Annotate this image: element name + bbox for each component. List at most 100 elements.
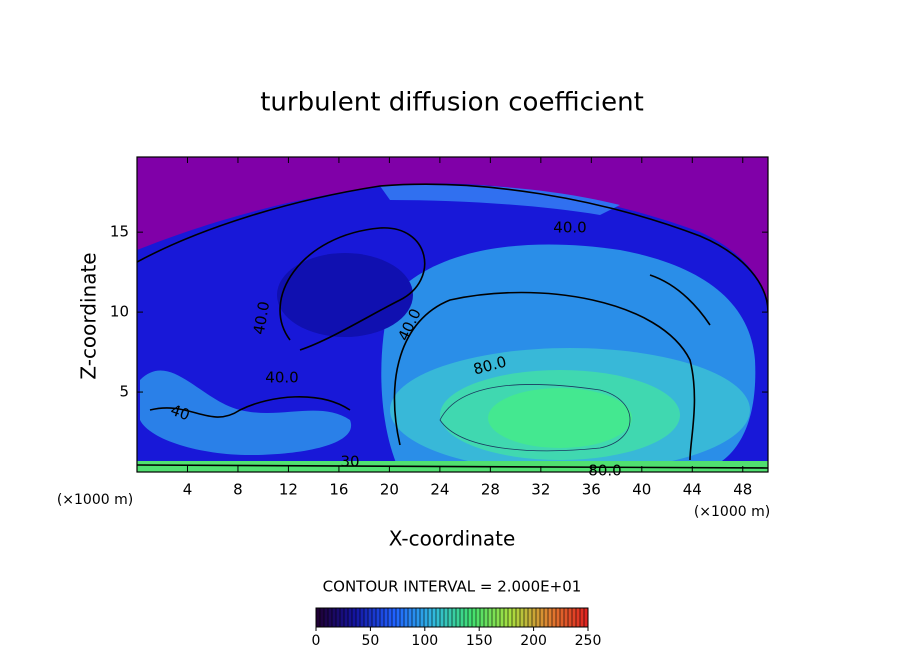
colorbar-swatch xyxy=(572,608,576,627)
contour-label: 40 xyxy=(168,401,192,424)
contour-line xyxy=(439,384,631,452)
colorbar-swatch xyxy=(516,608,520,627)
colorbar-swatch xyxy=(456,608,460,627)
colorbar-swatch xyxy=(472,608,476,627)
x-tick-label: 24 xyxy=(430,481,449,499)
colorbar-swatch xyxy=(416,608,420,627)
colorbar-swatch xyxy=(432,608,436,627)
contour-label: 40.0 xyxy=(553,219,586,237)
field-region xyxy=(380,184,620,215)
colorbar-swatch xyxy=(464,608,468,627)
colorbar-swatch xyxy=(380,608,384,627)
colorbar-swatch xyxy=(460,608,464,627)
colorbar-swatch xyxy=(480,608,484,627)
colorbar-tick-label: 200 xyxy=(520,633,547,649)
plot-frame xyxy=(136,156,769,473)
contour-line xyxy=(649,274,711,326)
x-tick-label: 48 xyxy=(733,481,752,499)
colorbar-swatch xyxy=(476,608,480,627)
colorbar-swatch xyxy=(352,608,356,627)
contour-line xyxy=(149,396,351,418)
colorbar-swatch xyxy=(548,608,552,627)
colorbar-swatch xyxy=(404,608,408,627)
x-tick-label: 32 xyxy=(531,481,550,499)
colorbar-swatch xyxy=(360,608,364,627)
colorbar-swatch xyxy=(580,608,584,627)
field-region xyxy=(140,370,352,455)
y-tick-label: 5 xyxy=(119,383,129,401)
field-region xyxy=(488,388,632,448)
colorbar-swatch xyxy=(428,608,432,627)
colorbar-swatch xyxy=(524,608,528,627)
contour-label: 80.0 xyxy=(588,462,621,480)
colorbar-swatch xyxy=(468,608,472,627)
colorbar-tick-label: 0 xyxy=(312,633,321,649)
colorbar-swatch xyxy=(504,608,508,627)
colorbar-swatch xyxy=(336,608,340,627)
x-tick-label: 4 xyxy=(183,481,193,499)
colorbar-swatch xyxy=(396,608,400,627)
colorbar-swatch xyxy=(400,608,404,627)
colorbar-swatch xyxy=(440,608,444,627)
y-tick-label: 15 xyxy=(110,223,129,241)
y-tick-label: 10 xyxy=(110,303,129,321)
colorbar-swatch xyxy=(528,608,532,627)
x-unit-label: (×1000 m) xyxy=(694,504,770,520)
colorbar-swatch xyxy=(584,608,588,627)
x-tick-label: 36 xyxy=(582,481,601,499)
colorbar-swatch xyxy=(444,608,448,627)
colorbar-swatch xyxy=(512,608,516,627)
colorbar-swatch xyxy=(344,608,348,627)
colorbar-swatch xyxy=(356,608,360,627)
colorbar-swatch xyxy=(316,608,320,627)
colorbar-swatch xyxy=(372,608,376,627)
contour-label: 30 xyxy=(340,453,359,471)
colorbar-swatch xyxy=(436,608,440,627)
colorbar-swatch xyxy=(420,608,424,627)
x-tick-label: 16 xyxy=(329,481,348,499)
colorbar-swatch xyxy=(392,608,396,627)
colorbar-tick-label: 100 xyxy=(411,633,438,649)
colorbar-frame xyxy=(315,607,589,628)
colorbar-swatch xyxy=(560,608,564,627)
x-tick-label: 44 xyxy=(683,481,702,499)
colorbar-swatch xyxy=(484,608,488,627)
colorbar-swatch xyxy=(532,608,536,627)
y-unit-label: (×1000 m) xyxy=(57,492,133,508)
contour-line xyxy=(393,291,696,461)
colorbar-swatch xyxy=(492,608,496,627)
colorbar-swatch xyxy=(368,608,372,627)
colorbar-swatch xyxy=(340,608,344,627)
colorbar-swatch xyxy=(544,608,548,627)
colorbar-swatch xyxy=(408,608,412,627)
colorbar-swatch xyxy=(564,608,568,627)
colorbar-swatch xyxy=(448,608,452,627)
colorbar-swatch xyxy=(388,608,392,627)
colorbar-swatch xyxy=(496,608,500,627)
contour-field xyxy=(137,157,768,472)
colorbar-swatch xyxy=(576,608,580,627)
contour-line xyxy=(137,464,768,469)
colorbar-tick-label: 250 xyxy=(575,633,602,649)
contour-interval: CONTOUR INTERVAL = 2.000E+01 xyxy=(323,578,582,596)
colorbar-swatch xyxy=(348,608,352,627)
colorbar-swatch xyxy=(508,608,512,627)
y-axis-label: Z-coordinate xyxy=(77,252,101,379)
contour-line xyxy=(279,227,426,351)
x-tick-label: 20 xyxy=(380,481,399,499)
colorbar-swatch xyxy=(540,608,544,627)
colorbar-swatch xyxy=(536,608,540,627)
colorbar-swatch xyxy=(556,608,560,627)
x-tick-label: 40 xyxy=(632,481,651,499)
x-tick-label: 28 xyxy=(481,481,500,499)
colorbar-tick-label: 150 xyxy=(466,633,493,649)
colorbar-swatch xyxy=(520,608,524,627)
x-tick-label: 8 xyxy=(233,481,243,499)
colorbar-swatch xyxy=(384,608,388,627)
colorbar-swatch xyxy=(452,608,456,627)
colorbar-swatch xyxy=(412,608,416,627)
contour-label: 40.0 xyxy=(250,300,274,336)
colorbar-swatch xyxy=(568,608,572,627)
colorbar-swatch xyxy=(320,608,324,627)
